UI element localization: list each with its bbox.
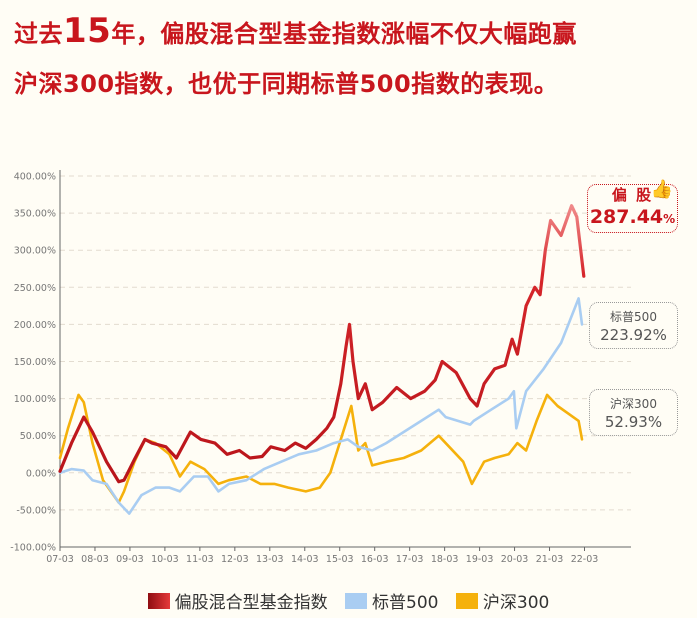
callout-fund-suffix: %: [663, 212, 676, 226]
x-tick-label: 07-03: [46, 554, 74, 565]
legend-label-spx: 标普500: [372, 593, 439, 613]
callout-fund-number: 287.44: [589, 206, 664, 228]
legend: 偏股混合型基金指数 标普500 沪深300: [0, 588, 697, 614]
callout-spx-value: 223.92%: [600, 326, 667, 344]
x-tick-label: 14-03: [291, 554, 319, 565]
x-tick-label: 18-03: [431, 554, 459, 565]
headline-number: 15: [63, 11, 112, 51]
legend-swatch-spx: [345, 592, 368, 609]
legend-label-csi: 沪深300: [482, 593, 550, 613]
y-tick-label: 300.00%: [14, 246, 56, 257]
headline-text: 过去: [14, 20, 63, 48]
x-tick-label: 13-03: [256, 554, 284, 565]
series-line-fund: [58, 204, 586, 484]
legend-item-fund: 偏股混合型基金指数: [147, 588, 328, 613]
callout-fund-value: 287.44%: [588, 205, 677, 231]
x-tick-label: 15-03: [326, 554, 354, 565]
x-tick-label: 20-03: [501, 554, 529, 565]
callout-spx-name: 标普500: [610, 310, 657, 324]
x-tick-label: 16-03: [361, 554, 389, 565]
legend-label-fund: 偏股混合型基金指数: [174, 593, 328, 613]
y-tick-label: 50.00%: [20, 431, 56, 442]
y-tick-label: 400.00%: [14, 172, 56, 183]
x-tick-label: 19-03: [466, 554, 494, 565]
y-tick-label: 200.00%: [14, 320, 56, 331]
headline-line-2: 沪深300指数，也优于同期标普500指数的表现。: [14, 70, 559, 98]
x-tick-label: 08-03: [81, 554, 109, 565]
callout-csi-name: 沪深300: [610, 397, 657, 411]
thumbs-up-icon: 👍: [650, 179, 673, 200]
callout-fund: 偏 股 287.44% 👍: [587, 179, 678, 233]
x-tick-label: 17-03: [396, 554, 424, 565]
callout-csi-value: 52.93%: [604, 413, 663, 431]
legend-item-csi: 沪深300: [455, 588, 550, 613]
x-tick-label: 09-03: [116, 554, 144, 565]
y-tick-label: -100.00%: [10, 543, 56, 554]
line-chart: 400.00% 350.00% 300.00% 250.00% 200.00% 150.0…: [10, 170, 631, 565]
series-line-spx: [58, 297, 584, 515]
callout-fund-name: 偏 股: [611, 186, 654, 204]
x-tick-label: 21-03: [536, 554, 564, 565]
legend-swatch-fund: [147, 592, 170, 609]
y-tick-label: 150.00%: [14, 357, 56, 368]
x-tick-label: 11-03: [186, 554, 214, 565]
y-tick-label: 350.00%: [14, 209, 56, 220]
headline-line-1: 过去15年，偏股混合型基金指数涨幅不仅大幅跑赢: [14, 6, 694, 59]
legend-swatch-csi: [455, 592, 478, 609]
legend-item-spx: 标普500: [345, 588, 439, 613]
headline: 过去15年，偏股混合型基金指数涨幅不仅大幅跑赢 沪深300指数，也优于同期标普5…: [14, 6, 694, 109]
headline-text: 年，偏股混合型基金指数涨幅不仅大幅跑赢: [111, 20, 577, 48]
y-tick-label: 0.00%: [26, 468, 56, 479]
callout-spx: 标普500 223.92%: [589, 302, 678, 349]
y-tick-label: 100.00%: [14, 394, 56, 405]
series-line-csi: [58, 393, 584, 504]
x-tick-label: 22-03: [571, 554, 599, 565]
y-tick-label: -50.00%: [16, 505, 56, 516]
callout-csi: 沪深300 52.93%: [589, 389, 678, 436]
x-tick-label: 12-03: [221, 554, 249, 565]
y-tick-label: 250.00%: [14, 283, 56, 294]
x-tick-label: 10-03: [151, 554, 179, 565]
